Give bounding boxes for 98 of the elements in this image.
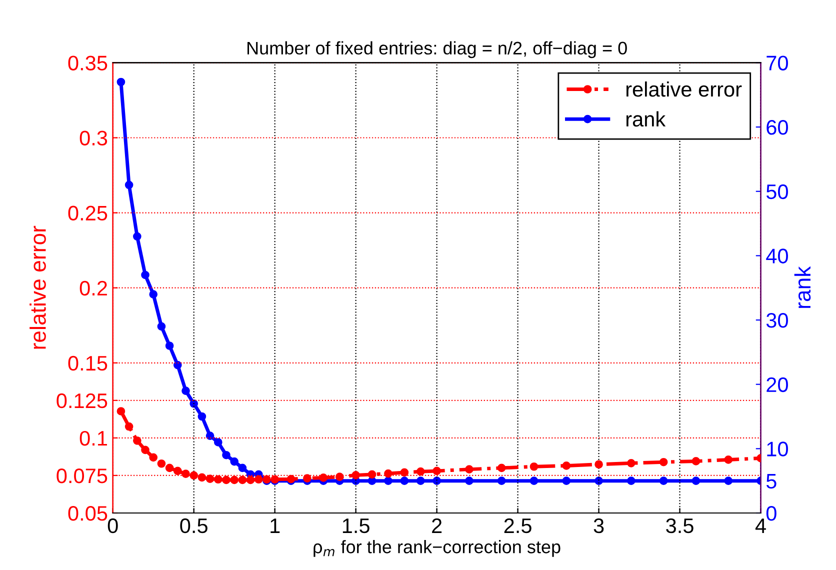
point xyxy=(124,180,134,190)
point xyxy=(190,399,198,408)
point xyxy=(132,436,142,445)
point xyxy=(141,270,150,280)
point xyxy=(416,467,425,476)
point xyxy=(157,322,166,331)
x-tick-label: 2.5 xyxy=(504,518,532,534)
y-tick-label: 0.3 xyxy=(80,130,108,146)
x-tick-label: 3.5 xyxy=(666,518,694,534)
point xyxy=(238,476,247,484)
point xyxy=(724,456,733,464)
y2-tick-label: 50 xyxy=(766,184,788,200)
y2-tick-label: 30 xyxy=(766,313,788,328)
point xyxy=(659,458,668,466)
point xyxy=(173,466,182,476)
legend-label: relative error xyxy=(626,81,742,97)
point xyxy=(124,422,134,431)
point xyxy=(335,472,344,481)
point xyxy=(222,450,230,460)
point xyxy=(627,476,636,486)
point xyxy=(384,469,392,478)
y-tick-label: 0.25 xyxy=(68,206,108,221)
point xyxy=(319,474,328,482)
point xyxy=(132,232,142,241)
point xyxy=(206,432,214,440)
point xyxy=(254,475,263,484)
y-tick-label: 0.35 xyxy=(68,56,108,70)
x-tick-label: 1 xyxy=(270,518,280,533)
point xyxy=(182,470,190,478)
legend-label: rank xyxy=(626,111,666,127)
point xyxy=(692,476,700,486)
point xyxy=(465,476,474,486)
point xyxy=(165,464,174,472)
point xyxy=(724,476,733,486)
x-tick-label: 3 xyxy=(594,518,604,534)
y2-tick-label: 10 xyxy=(767,442,788,456)
x-axis-title: ρ$_{m}$ for the rank−correction step xyxy=(314,540,560,557)
point xyxy=(627,459,636,468)
x-tick-label: 0 xyxy=(108,518,118,534)
point xyxy=(222,476,230,484)
y2-tick-label: 5 xyxy=(766,474,776,489)
point xyxy=(149,290,158,298)
x-tick-label: 4 xyxy=(755,518,766,533)
point xyxy=(190,471,198,480)
y-tick-label: 0.15 xyxy=(68,356,108,371)
point xyxy=(368,470,376,479)
y-axis-title: relative error xyxy=(30,226,46,349)
y-tick-label: 0.2 xyxy=(80,280,107,296)
point xyxy=(594,460,603,469)
y-tick-label: 0.05 xyxy=(68,506,108,521)
y2-tick-label: 60 xyxy=(766,120,788,135)
point xyxy=(214,438,222,446)
y-tick-label: 0.075 xyxy=(56,468,108,484)
point xyxy=(465,465,474,474)
point xyxy=(116,78,126,86)
y2-tick-label: 20 xyxy=(766,377,788,392)
point xyxy=(352,471,360,480)
point xyxy=(384,476,392,486)
point xyxy=(230,457,239,466)
point xyxy=(182,386,190,395)
point xyxy=(692,457,700,466)
x-tick-label: 1.5 xyxy=(342,518,370,534)
y2-tick-label: 70 xyxy=(766,56,788,70)
point xyxy=(400,468,409,477)
point xyxy=(206,474,214,483)
point xyxy=(116,407,126,416)
point xyxy=(562,462,571,470)
point xyxy=(530,476,538,486)
chart-title: Number of fixed entries: diag = n/2, off−diag = 0 xyxy=(248,41,627,58)
x-tick-label: 0.5 xyxy=(180,518,208,534)
point xyxy=(497,476,506,486)
point xyxy=(246,476,255,484)
point xyxy=(562,476,571,486)
x-tick-label: 2 xyxy=(432,518,442,533)
point xyxy=(173,360,182,370)
y2-tick-label: 0 xyxy=(766,506,776,521)
point xyxy=(400,476,409,486)
y2-tick-label: 40 xyxy=(766,248,788,264)
point xyxy=(157,459,166,468)
point xyxy=(238,464,247,472)
point xyxy=(432,466,441,476)
point xyxy=(214,475,222,484)
point xyxy=(497,464,506,472)
point xyxy=(303,474,312,482)
point xyxy=(659,476,668,486)
y2-axis-title: rank xyxy=(794,266,811,308)
point xyxy=(149,453,158,462)
point xyxy=(198,473,206,482)
y-tick-label: 0.1 xyxy=(80,430,107,446)
point xyxy=(416,476,425,486)
point xyxy=(432,476,441,486)
point xyxy=(198,412,206,421)
point xyxy=(530,462,538,471)
y-tick-label: 0.125 xyxy=(56,393,108,408)
point xyxy=(141,446,150,454)
point xyxy=(230,476,239,484)
point xyxy=(594,476,603,486)
point xyxy=(165,342,174,350)
